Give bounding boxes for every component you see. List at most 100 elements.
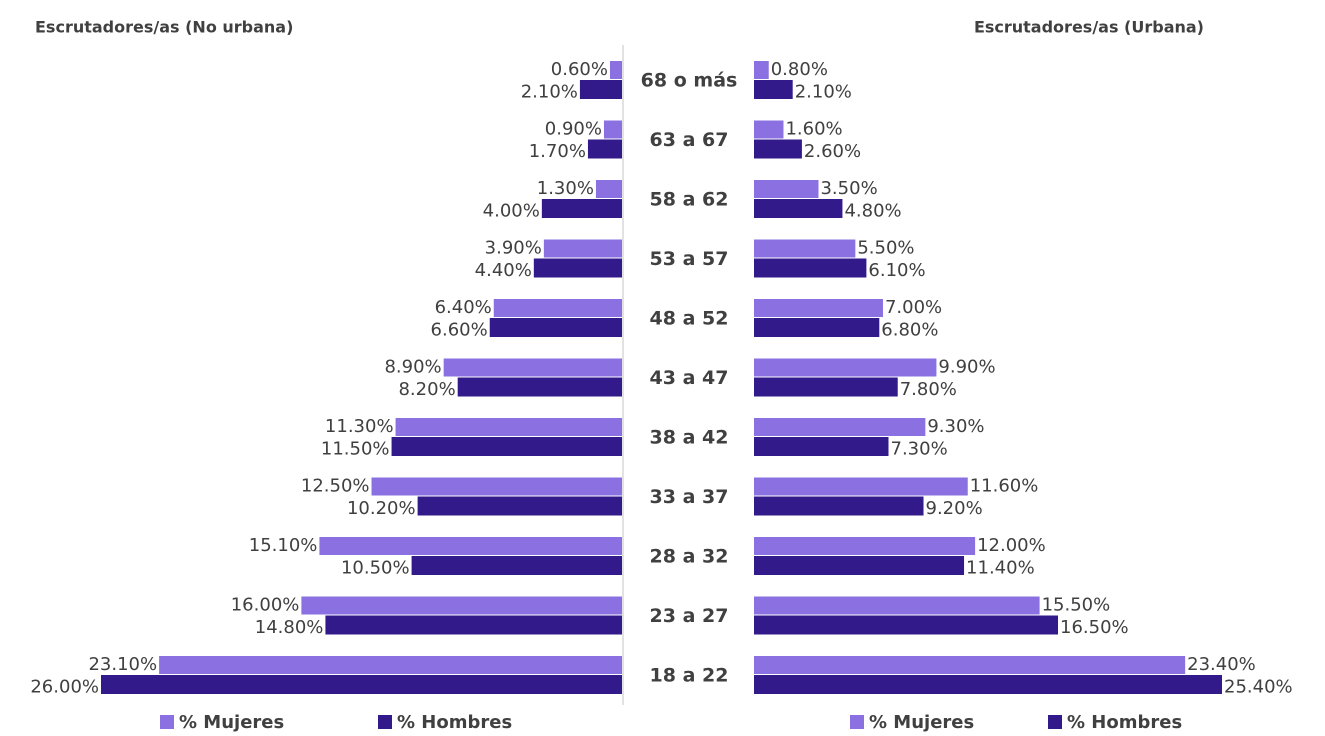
value-label: 26.00%	[30, 677, 99, 698]
bar	[754, 258, 867, 278]
chart-title: Escrutadores/as (No urbana)	[35, 18, 293, 37]
bar	[579, 80, 622, 99]
bar	[754, 120, 784, 139]
value-label: 15.50%	[1042, 595, 1111, 616]
bar	[754, 477, 968, 496]
category-label: 63 a 67	[650, 129, 729, 151]
bar	[754, 180, 819, 198]
bar	[754, 537, 976, 555]
bar	[754, 61, 769, 79]
legend-label: % Hombres	[1067, 712, 1182, 733]
value-label: 3.90%	[485, 238, 542, 259]
category-label: 58 a 62	[650, 189, 729, 211]
value-label: 5.50%	[857, 238, 914, 259]
value-label: 11.40%	[966, 558, 1035, 579]
value-label: 6.60%	[431, 320, 488, 341]
value-label: 4.00%	[483, 201, 540, 222]
bar	[754, 318, 880, 337]
legend-swatch	[378, 715, 392, 729]
value-label: 2.60%	[804, 141, 861, 162]
category-label: 68 o más	[641, 70, 738, 92]
bar	[417, 496, 622, 516]
bar	[595, 180, 622, 198]
value-label: 4.40%	[475, 260, 532, 281]
bar	[371, 477, 622, 496]
value-label: 7.30%	[891, 439, 948, 460]
value-label: 4.80%	[844, 201, 901, 222]
value-label: 0.60%	[551, 59, 608, 80]
value-label: 10.50%	[341, 558, 410, 579]
value-label: 6.40%	[435, 297, 492, 318]
legend-label: % Mujeres	[179, 712, 284, 733]
value-label: 15.10%	[249, 535, 318, 556]
value-label: 6.80%	[881, 320, 938, 341]
bar	[543, 239, 622, 258]
bar	[754, 596, 1040, 615]
value-label: 16.50%	[1060, 617, 1129, 638]
value-label: 25.40%	[1224, 677, 1293, 698]
category-label: 33 a 37	[650, 486, 729, 508]
legend-swatch	[160, 715, 174, 729]
bar	[489, 318, 622, 337]
bar	[391, 437, 622, 456]
value-label: 12.50%	[301, 476, 370, 497]
bar	[603, 120, 622, 139]
bar	[301, 596, 622, 615]
value-label: 12.00%	[977, 535, 1046, 556]
bar	[159, 656, 622, 674]
category-label: 23 a 27	[650, 605, 729, 627]
category-label: 18 a 22	[650, 665, 729, 687]
value-label: 11.30%	[325, 416, 394, 437]
bar	[754, 358, 937, 377]
bar	[754, 615, 1059, 635]
value-label: 10.20%	[347, 498, 416, 519]
bar	[609, 61, 622, 79]
bar	[101, 675, 622, 694]
bar	[754, 656, 1186, 674]
category-label: 28 a 32	[650, 546, 729, 568]
bar	[754, 80, 793, 99]
bar	[754, 139, 802, 159]
value-label: 9.90%	[938, 357, 995, 378]
bar	[457, 377, 622, 397]
chart-title: Escrutadores/as (Urbana)	[974, 18, 1204, 37]
bar	[325, 615, 622, 635]
bar	[754, 299, 883, 317]
bar	[754, 437, 889, 456]
value-label: 0.90%	[545, 119, 602, 140]
value-label: 1.70%	[529, 141, 586, 162]
value-label: 3.50%	[820, 178, 877, 199]
bar	[754, 239, 856, 258]
bar	[395, 418, 622, 436]
bar	[443, 358, 622, 377]
value-label: 2.10%	[795, 82, 852, 103]
bar	[754, 496, 924, 516]
value-label: 1.30%	[537, 178, 594, 199]
category-label: 53 a 57	[650, 248, 729, 270]
bar	[754, 377, 898, 397]
value-label: 16.00%	[231, 595, 300, 616]
category-label: 48 a 52	[650, 308, 729, 330]
value-label: 9.20%	[926, 498, 983, 519]
value-label: 6.10%	[868, 260, 925, 281]
bar	[411, 556, 622, 575]
value-label: 1.60%	[785, 119, 842, 140]
value-label: 2.10%	[521, 82, 578, 103]
value-label: 9.30%	[927, 416, 984, 437]
bar	[541, 199, 622, 218]
legend-swatch	[850, 715, 864, 729]
bar	[754, 675, 1222, 694]
category-label: 43 a 47	[650, 367, 729, 389]
value-label: 7.80%	[900, 379, 957, 400]
bar	[493, 299, 622, 317]
value-label: 0.80%	[771, 59, 828, 80]
legend-swatch	[1048, 715, 1062, 729]
value-label: 7.00%	[885, 297, 942, 318]
category-label: 38 a 42	[650, 427, 729, 449]
value-label: 23.10%	[88, 654, 157, 675]
bar	[754, 199, 843, 218]
value-label: 8.90%	[384, 357, 441, 378]
value-label: 8.20%	[398, 379, 455, 400]
bar	[754, 556, 965, 575]
value-label: 11.60%	[970, 476, 1039, 497]
